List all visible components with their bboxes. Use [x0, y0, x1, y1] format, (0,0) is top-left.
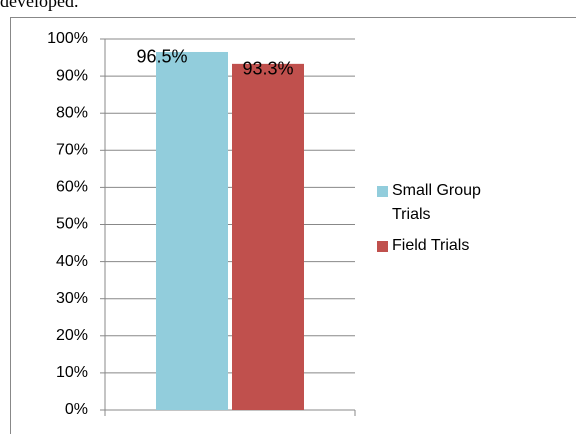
y-tick-label: 10%	[56, 364, 88, 381]
y-tick-label: 60%	[56, 179, 88, 196]
y-tick-label: 30%	[56, 290, 88, 307]
y-tick-label: 80%	[56, 104, 88, 121]
bar	[232, 63, 304, 411]
document-text: developed.	[0, 0, 79, 11]
legend-label: Field Trials	[392, 237, 470, 254]
bar	[156, 51, 228, 411]
y-tick-label: 40%	[56, 253, 88, 270]
y-tick-label: 0%	[65, 401, 88, 418]
y-tick-label: 70%	[56, 142, 88, 159]
y-tick-label: 90%	[56, 67, 88, 84]
data-label: 96.5%	[136, 47, 187, 67]
legend-swatch	[377, 241, 388, 252]
y-tick-label: 100%	[47, 30, 88, 47]
chart-border	[10, 17, 576, 434]
legend-label: Small Group Trials	[392, 182, 481, 223]
legend-swatch	[377, 186, 388, 197]
y-tick-label: 50%	[56, 216, 88, 233]
data-label: 93.3%	[242, 59, 293, 79]
y-tick-label: 20%	[56, 327, 88, 344]
